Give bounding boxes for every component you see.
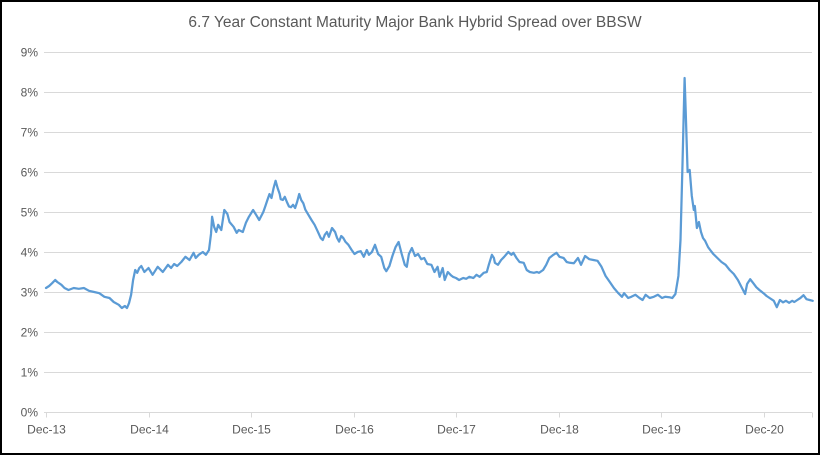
y-axis-label-1%: 1% <box>21 366 39 380</box>
x-axis-label-Dec-18: Dec-18 <box>540 423 579 437</box>
y-axis-label-4%: 4% <box>21 246 39 260</box>
spread-series-line <box>44 76 814 310</box>
x-axis-label-Dec-16: Dec-16 <box>335 423 374 437</box>
chart-title: 6.7 Year Constant Maturity Major Bank Hy… <box>188 14 642 31</box>
y-axis-label-9%: 9% <box>21 46 39 60</box>
x-axis-label-Dec-17: Dec-17 <box>437 423 476 437</box>
gridlines-group <box>44 52 812 373</box>
series-group <box>44 76 814 310</box>
x-axis-label-Dec-15: Dec-15 <box>232 423 271 437</box>
y-axis-label-0%: 0% <box>21 406 39 420</box>
y-axis-label-5%: 5% <box>21 206 39 220</box>
x-axis-label-Dec-19: Dec-19 <box>642 423 681 437</box>
y-axis-label-3%: 3% <box>21 286 39 300</box>
y-axis-label-6%: 6% <box>21 166 39 180</box>
y-axis-label-7%: 7% <box>21 126 39 140</box>
axes-group: 0% 1% 2% 3% 4% 5% 6% 7% 8% 9% Dec-13 Dec-14 Dec-15 De… <box>21 46 813 437</box>
x-axis-label-Dec-20: Dec-20 <box>745 423 784 437</box>
y-axis-label-2%: 2% <box>21 326 39 340</box>
x-axis-label-Dec-14: Dec-14 <box>130 423 169 437</box>
x-axis-label-Dec-13: Dec-13 <box>27 423 66 437</box>
y-axis-label-8%: 8% <box>21 86 39 100</box>
